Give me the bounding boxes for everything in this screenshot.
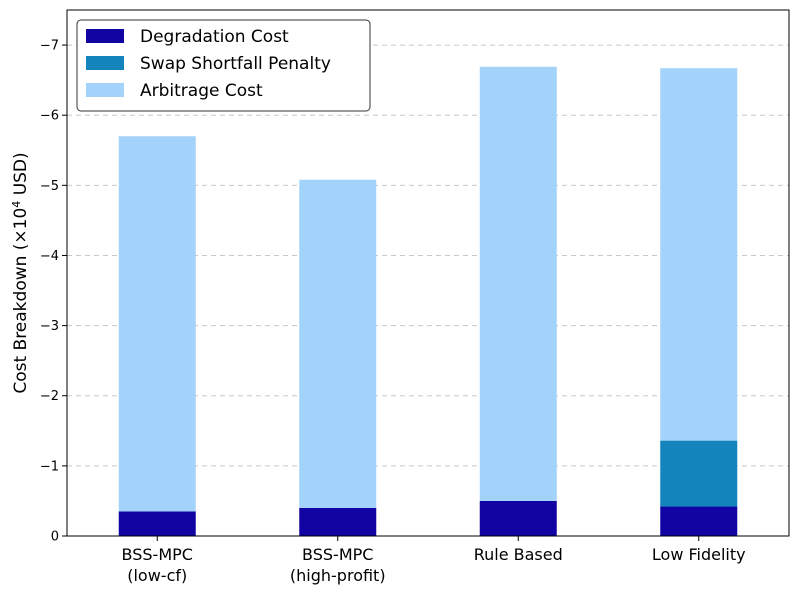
legend-label-degradation-cost: Degradation Cost (140, 27, 289, 47)
bar-degradation-cost (479, 500, 557, 536)
x-tick-label: Rule Based (474, 545, 563, 564)
x-tick-label: BSS-MPC (302, 545, 373, 564)
bar-arbitrage-cost (660, 68, 738, 441)
y-axis-label-exponent: 4 (10, 201, 23, 208)
bar-arbitrage-cost (479, 66, 557, 501)
legend-swatch-swap-shortfall-penalty (86, 56, 124, 70)
bar-degradation-cost (660, 506, 738, 536)
y-tick-label: −2 (40, 389, 59, 404)
bars (118, 66, 738, 536)
x-tick-label: (low-cf) (127, 566, 187, 585)
bar-arbitrage-cost (299, 179, 377, 508)
legend-swatch-degradation-cost (86, 29, 124, 43)
legend-label-arbitrage-cost: Arbitrage Cost (140, 81, 263, 101)
legend-label-swap-shortfall-penalty: Swap Shortfall Penalty (140, 54, 331, 74)
y-axis-label-end: USD) (11, 152, 31, 200)
x-tick-label: (high-profit) (290, 566, 386, 585)
y-axis-label-main: Cost Breakdown (×10 (11, 208, 31, 394)
y-tick-label: −1 (40, 459, 59, 474)
x-tick-label: BSS-MPC (122, 545, 193, 564)
legend: Degradation Cost Swap Shortfall Penalty Ar… (76, 19, 371, 112)
bar-arbitrage-cost (118, 136, 196, 512)
y-tick-label: −5 (40, 179, 59, 194)
x-tick-label: Low Fidelity (652, 545, 746, 564)
bar-degradation-cost (299, 507, 377, 536)
y-tick-label: −7 (40, 39, 59, 54)
legend-swatch-arbitrage-cost (86, 83, 124, 97)
y-tick-label: −4 (40, 249, 59, 264)
y-tick-label: −3 (40, 319, 59, 334)
y-tick-label: 0 (51, 530, 59, 545)
y-axis-label: Cost Breakdown (×104 USD) (10, 152, 32, 393)
bar-swap-shortfall-penalty (660, 440, 738, 507)
x-axis-ticks: BSS-MPC (low-cf) BSS-MPC (high-profit) Rule … (122, 536, 746, 585)
y-tick-label: −6 (40, 109, 59, 124)
y-axis-ticks: 0 −1 −2 −3 −4 −5 −6 −7 (40, 39, 67, 545)
plot-frame (66, 9, 790, 537)
bar-degradation-cost (118, 511, 196, 536)
legend-box (76, 19, 371, 112)
